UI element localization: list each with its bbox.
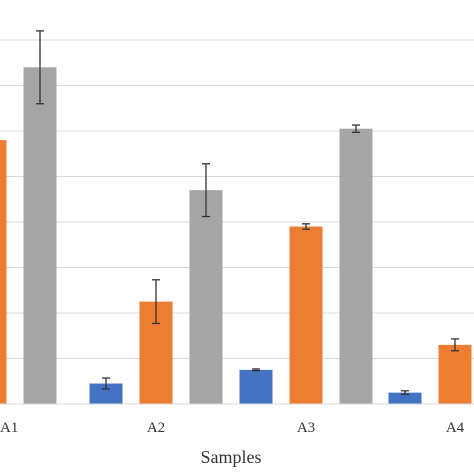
bar-a1-series-3 [23,67,57,405]
bar-a4-series-1 [388,392,422,404]
bar-a3-series-1 [239,369,273,404]
bars [0,67,472,405]
bar-a2-series-1 [89,383,123,404]
bar-a3-series-3 [339,128,373,404]
x-tick-labels: A1 A2 A3 A4 [0,420,465,436]
x-tick-label-a3: A3 [297,420,315,436]
bar-a1-series-2 [0,140,7,404]
x-axis-title: Samples [201,447,262,467]
x-tick-label-a1: A1 [0,420,18,436]
error-bars [36,30,459,396]
bar-a3-series-2 [289,226,323,404]
gridlines [0,39,474,359]
bar-a4-series-2 [438,344,472,404]
x-tick-label-a4: A4 [446,420,465,436]
bar-a2-series-3 [189,190,223,404]
x-tick-label-a2: A2 [147,420,165,436]
